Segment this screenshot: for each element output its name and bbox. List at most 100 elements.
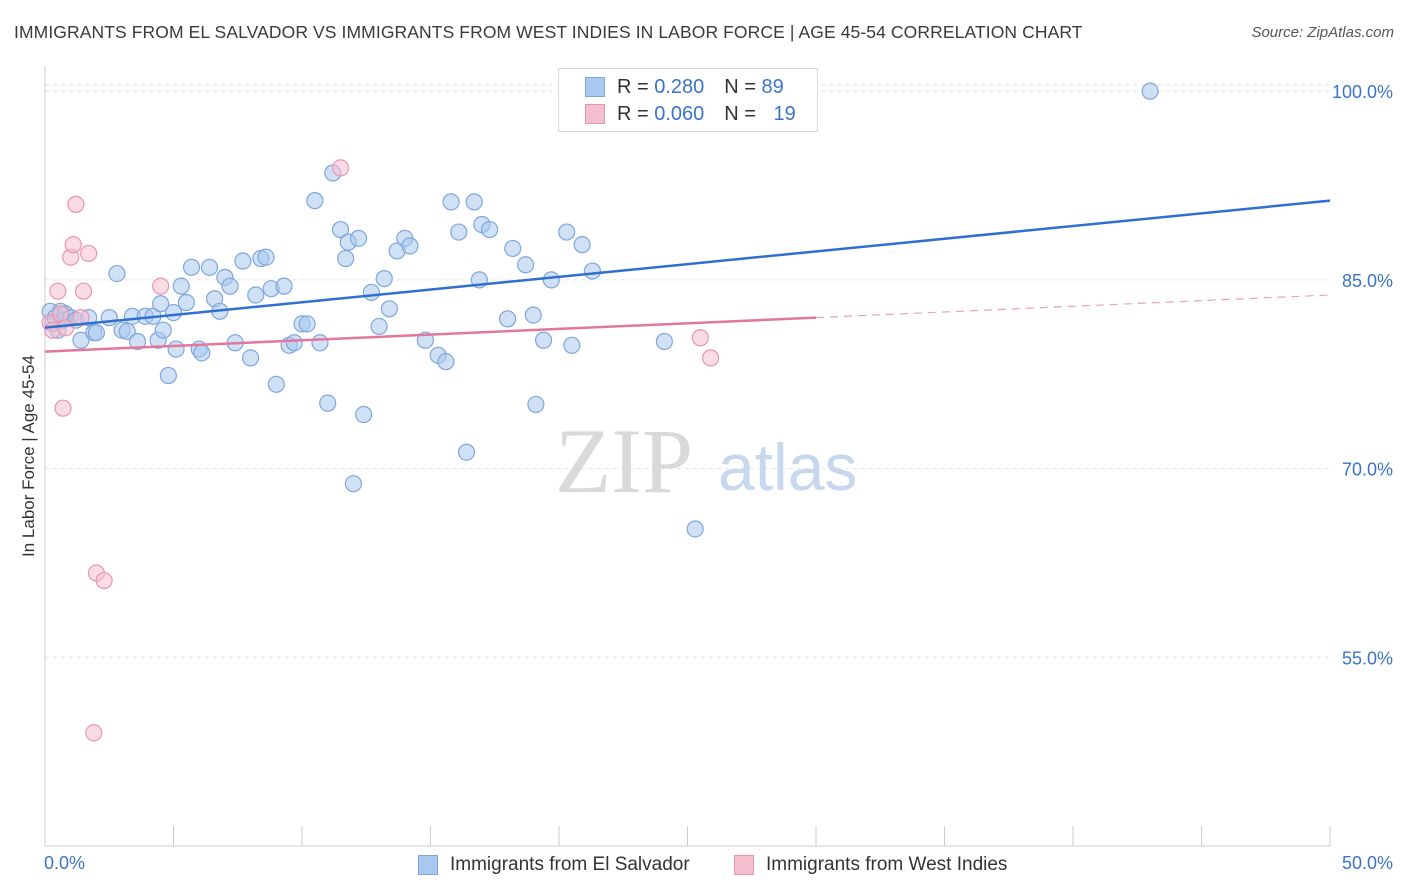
data-point-el-salvador (401, 237, 419, 255)
legend-swatch-pink (585, 104, 605, 124)
y-tick-label: 100.0% (1332, 82, 1393, 102)
data-point-el-salvador (267, 375, 285, 393)
data-point-el-salvador (108, 264, 126, 283)
correlation-legend: R = 0.280 N = 89 R = 0.060 N = 19 (558, 68, 818, 132)
watermark-atlas: atlas (718, 430, 857, 504)
data-point-el-salvador (319, 394, 337, 412)
bottom-legend-swatch-pink (734, 855, 754, 875)
x-tick-label: 0.0% (44, 853, 85, 873)
trend-line-el-salvador (44, 199, 1331, 329)
trend-lines (44, 199, 1331, 353)
data-point-west-indies (331, 159, 350, 177)
trend-line-extension-west-indies (815, 294, 1331, 319)
data-point-el-salvador (355, 405, 373, 424)
data-point-el-salvador (257, 248, 275, 266)
legend-r-label: R = (617, 102, 649, 125)
axis-labels: 55.0% 70.0% 85.0% 100.0% 0.0% 50.0% In Labor F… (19, 82, 1393, 873)
data-point-el-salvador (1141, 82, 1159, 100)
data-point-el-salvador (234, 252, 252, 270)
y-axis-title: In Labor Force | Age 45-54 (19, 355, 38, 557)
data-point-el-salvador (100, 309, 118, 327)
data-point-el-salvador (221, 277, 239, 295)
data-point-el-salvador (275, 277, 293, 295)
data-point-el-salvador (450, 223, 468, 241)
data-point-el-salvador (686, 520, 704, 538)
axes (44, 66, 1331, 847)
data-point-west-indies (67, 195, 85, 213)
data-point-el-salvador (563, 336, 581, 354)
source-label: Source: ZipAtlas.com (1251, 24, 1394, 41)
data-point-el-salvador (380, 300, 398, 318)
data-point-el-salvador (499, 310, 517, 328)
data-point-west-indies (80, 244, 98, 263)
bottom-legend-west-indies: Immigrants from West Indies (734, 852, 1007, 878)
legend-n-value: 19 (773, 102, 796, 125)
bottom-legend-swatch-blue (418, 855, 438, 875)
data-point-el-salvador (247, 286, 265, 304)
data-point-el-salvador (298, 315, 316, 333)
x-tick-label: 50.0% (1342, 853, 1393, 873)
trend-line-west-indies (44, 316, 817, 353)
data-point-el-salvador (542, 271, 560, 289)
data-point-west-indies (56, 319, 75, 337)
legend-n-label: N = (724, 75, 756, 98)
data-point-el-salvador (182, 258, 201, 276)
data-point-west-indies (95, 571, 113, 590)
data-point-el-salvador (200, 258, 219, 276)
data-point-el-salvador (534, 331, 553, 349)
data-point-el-salvador (177, 293, 195, 312)
data-point-el-salvador (193, 344, 211, 362)
data-point-el-salvador (370, 317, 388, 336)
data-point-el-salvador (583, 262, 602, 280)
legend-row-west-indies: R = 0.060 N = 19 (585, 102, 796, 126)
data-point-el-salvador (306, 192, 324, 210)
watermark-zip: ZIP (555, 410, 693, 512)
data-point-west-indies (74, 282, 93, 300)
data-point-west-indies (152, 277, 170, 295)
data-point-el-salvador (362, 283, 380, 302)
legend-n-value: 89 (761, 75, 784, 98)
data-point-el-salvador (72, 331, 90, 349)
data-point-west-indies (64, 236, 82, 254)
data-point-west-indies (72, 309, 90, 327)
data-point-el-salvador (285, 334, 303, 352)
data-point-el-salvador (344, 475, 362, 493)
data-point-el-salvador (655, 332, 673, 351)
data-point-el-salvador (311, 334, 329, 352)
data-point-el-salvador (442, 193, 460, 211)
data-point-el-salvador (152, 295, 170, 313)
data-point-el-salvador (349, 229, 368, 247)
data-point-el-salvador (337, 249, 355, 268)
data-point-el-salvador (437, 353, 455, 371)
data-point-west-indies (702, 349, 720, 367)
data-point-west-indies (54, 399, 72, 417)
data-point-el-salvador (154, 321, 172, 339)
gridlines (45, 84, 1330, 658)
legend-swatch-blue (585, 77, 605, 97)
data-point-el-salvador (128, 332, 147, 351)
data-point-el-salvador (524, 306, 542, 324)
watermark: ZIP atlas (555, 410, 857, 512)
y-tick-label: 55.0% (1342, 648, 1393, 668)
data-point-el-salvador (416, 331, 434, 349)
legend-r-label: R = (617, 75, 649, 98)
legend-r-value: 0.280 (654, 75, 705, 98)
chart-title: IMMIGRANTS FROM EL SALVADOR VS IMMIGRANT… (14, 22, 1083, 42)
data-point-el-salvador (375, 270, 393, 288)
data-point-el-salvador (527, 395, 545, 414)
data-point-west-indies (691, 329, 709, 347)
bottom-legend-el-salvador: Immigrants from El Salvador (418, 852, 690, 878)
data-point-el-salvador (465, 193, 483, 211)
data-point-el-salvador (331, 220, 350, 239)
data-point-el-salvador (172, 277, 190, 295)
y-tick-label: 70.0% (1342, 460, 1393, 480)
bottom-legend-label: Immigrants from West Indies (766, 854, 1008, 875)
data-point-el-salvador (159, 366, 177, 385)
data-point-el-salvador (516, 256, 535, 274)
legend-row-el-salvador: R = 0.280 N = 89 (585, 75, 784, 99)
data-point-west-indies (85, 724, 103, 742)
data-point-el-salvador (118, 322, 136, 341)
legend-r-value: 0.060 (654, 102, 705, 125)
data-point-el-salvador (87, 324, 106, 342)
